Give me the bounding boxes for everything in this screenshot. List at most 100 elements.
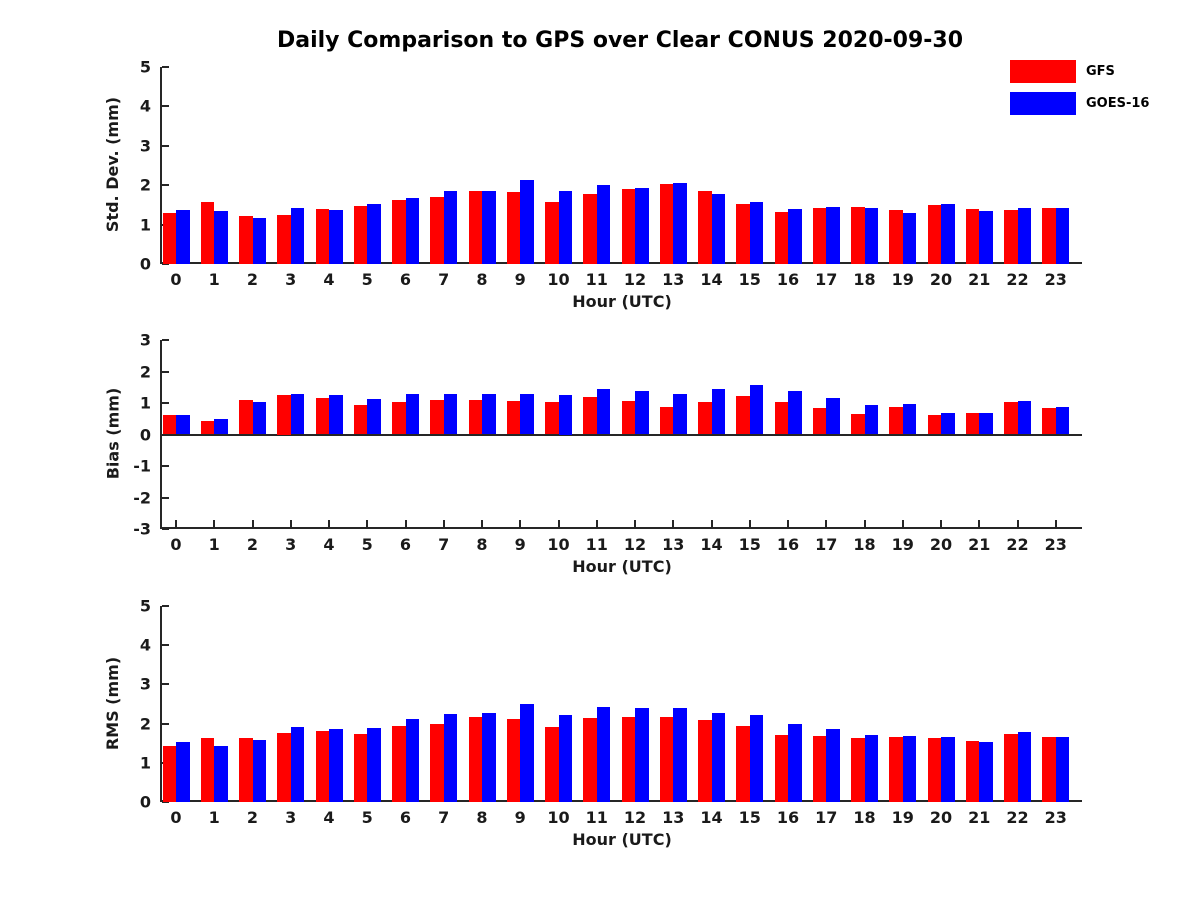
- bar-goes16-h6: [405, 198, 419, 264]
- bar-goes16-h12: [635, 390, 649, 435]
- subplot-bias: Bias (mm) Hour (UTC) -3 -2 -1 0 1 2 3 0 1 2 3 4 5 6 7 8…: [104, 331, 1082, 576]
- x-tick-label-13: 13: [662, 270, 685, 289]
- bar-gfs-h4: [315, 730, 329, 802]
- y-tick-label-2: 2: [139, 175, 151, 195]
- x-tick-label-15: 15: [738, 270, 761, 289]
- x-tick-17: [825, 520, 828, 527]
- x-tick-label-3: 3: [285, 808, 297, 827]
- x-tick-label-5: 5: [361, 535, 373, 554]
- bar-gfs-h13: [659, 184, 674, 264]
- y-tick-label--3: -3: [133, 519, 151, 539]
- bar-goes16-h2: [252, 217, 266, 264]
- x-tick-label-17: 17: [815, 535, 838, 554]
- x-tick-label-12: 12: [623, 270, 647, 289]
- y-tick-2: [162, 722, 169, 725]
- x-tick-label-20: 20: [929, 535, 953, 554]
- bar-goes16-h17: [826, 729, 840, 802]
- x-tick-label-13: 13: [662, 535, 685, 554]
- x-tick-label-1: 1: [208, 270, 220, 289]
- y-tick-label-3: 3: [139, 136, 151, 156]
- y-axis-label-std-dev: Std. Dev. (mm): [103, 96, 123, 233]
- bar-gfs-h21: [965, 740, 980, 802]
- bar-gfs-h13: [659, 407, 674, 435]
- bar-goes16-h8: [482, 713, 496, 802]
- bar-gfs-h20: [927, 205, 941, 264]
- bar-gfs-h6: [392, 401, 406, 435]
- x-tick-label-17: 17: [815, 270, 838, 289]
- y-tick-label--1: -1: [133, 456, 151, 476]
- bar-goes16-h10: [558, 395, 572, 435]
- bar-goes16-h0: [176, 209, 190, 264]
- bar-goes16-h13: [673, 393, 687, 435]
- legend: GFS GOES-16: [1010, 60, 1149, 124]
- y-tick-2: [162, 370, 169, 373]
- bar-gfs-h14: [698, 401, 712, 435]
- bar-goes16-h8: [482, 393, 496, 435]
- bar-goes16-h3: [290, 727, 305, 802]
- y-tick-label-4: 4: [139, 635, 151, 655]
- bar-goes16-h16: [788, 208, 802, 264]
- bar-gfs-h21: [965, 412, 980, 435]
- bar-gfs-h8: [468, 191, 482, 264]
- x-tick-label-9: 9: [514, 535, 526, 554]
- bar-gfs-h4: [315, 397, 329, 435]
- bar-gfs-h19: [889, 736, 903, 802]
- bar-goes16-h5: [367, 398, 381, 435]
- x-tick-13: [672, 520, 675, 527]
- bar-goes16-h5: [367, 727, 381, 802]
- x-tick-6: [404, 520, 407, 527]
- bar-goes16-h18: [864, 734, 878, 802]
- bar-gfs-h20: [927, 415, 941, 435]
- bar-gfs-h3: [277, 395, 291, 435]
- bar-goes16-h14: [711, 194, 725, 264]
- bar-goes16-h21: [979, 742, 993, 802]
- bar-gfs-h4: [315, 208, 329, 264]
- legend-item-gfs: GFS: [1010, 60, 1149, 83]
- bar-gfs-h8: [468, 399, 482, 435]
- x-tick-label-22: 22: [1006, 535, 1029, 554]
- x-tick-5: [366, 520, 369, 527]
- x-tick-8: [481, 520, 483, 527]
- x-tick-15: [748, 520, 751, 527]
- bar-gfs-h14: [698, 190, 712, 264]
- y-tick-4: [162, 105, 169, 108]
- x-tick-18: [863, 520, 866, 527]
- bar-goes16-h14: [711, 712, 725, 802]
- bar-gfs-h15: [736, 203, 750, 264]
- x-tick-label-15: 15: [738, 535, 761, 554]
- bar-goes16-h11: [596, 184, 611, 264]
- bar-gfs-h13: [659, 716, 674, 802]
- bar-goes16-h21: [979, 412, 993, 435]
- x-tick-1: [213, 520, 216, 527]
- bar-goes16-h13: [673, 707, 687, 802]
- x-tick-label-16: 16: [776, 535, 800, 554]
- bar-goes16-h14: [711, 388, 725, 435]
- x-tick-label-10: 10: [547, 808, 570, 827]
- bar-goes16-h2: [252, 740, 266, 802]
- x-tick-label-7: 7: [438, 808, 450, 827]
- y-tick-label-2: 2: [139, 714, 151, 734]
- x-tick-label-19: 19: [891, 808, 914, 827]
- x-tick-label-8: 8: [476, 270, 488, 289]
- bar-gfs-h17: [812, 208, 827, 264]
- x-tick-22: [1016, 520, 1019, 527]
- x-tick-label-0: 0: [170, 535, 182, 554]
- bar-gfs-h17: [812, 736, 827, 802]
- x-tick-label-21: 21: [968, 535, 991, 554]
- bar-goes16-h20: [941, 736, 955, 802]
- legend-label-gfs: GFS: [1086, 64, 1115, 79]
- bar-gfs-h2: [239, 400, 253, 435]
- bar-goes16-h5: [367, 204, 381, 264]
- bar-gfs-h14: [698, 719, 712, 802]
- bar-gfs-h11: [583, 718, 597, 802]
- bar-gfs-h9: [506, 401, 521, 435]
- y-axis-label-rms: RMS (mm): [103, 656, 123, 750]
- bar-gfs-h6: [392, 199, 406, 264]
- legend-item-goes16: GOES-16: [1010, 92, 1149, 115]
- y-tick-label-0: 0: [139, 254, 151, 274]
- bar-gfs-h10: [545, 402, 559, 435]
- x-tick-label-6: 6: [399, 535, 412, 554]
- bar-goes16-h9: [520, 704, 534, 802]
- x-tick-label-18: 18: [853, 270, 876, 289]
